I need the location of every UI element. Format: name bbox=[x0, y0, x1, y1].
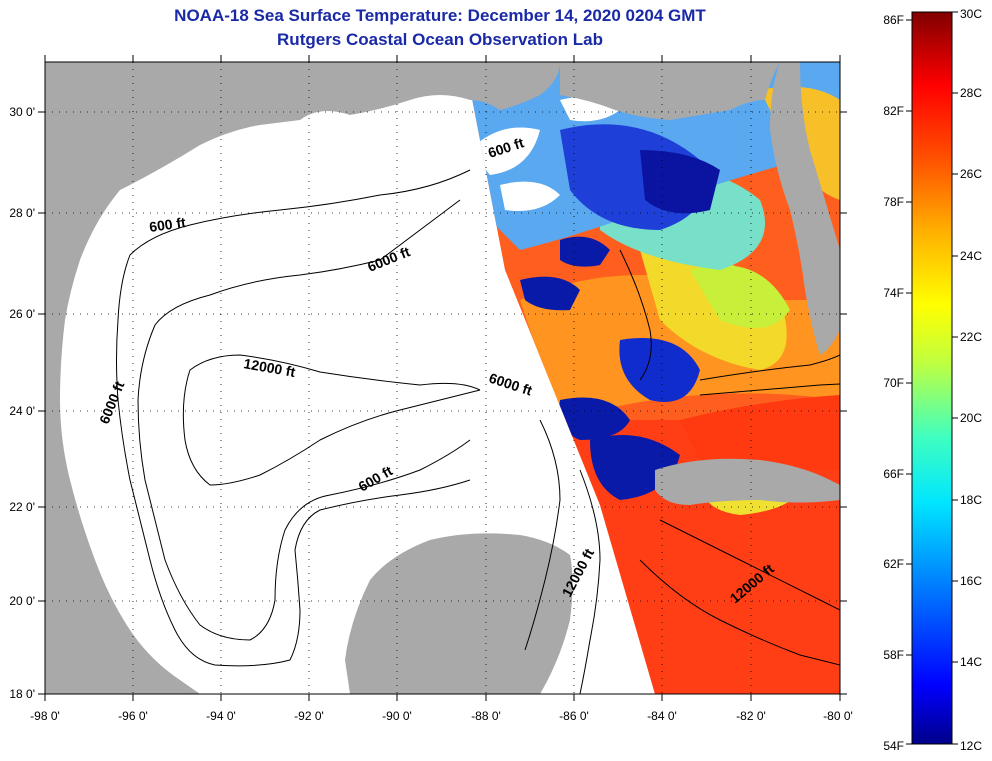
lon-label: -86 0' bbox=[559, 709, 589, 723]
lon-label: -82 0' bbox=[736, 709, 766, 723]
cb-f-label: 78F bbox=[883, 195, 904, 209]
lon-label: -84 0' bbox=[647, 709, 677, 723]
land-cuba bbox=[655, 458, 840, 505]
cb-c-label: 22C bbox=[960, 330, 982, 344]
cb-c-label: 18C bbox=[960, 493, 982, 507]
colorbar: 86F 82F 78F 74F 70F 66F 62F 58F 54F 30C … bbox=[883, 7, 982, 753]
grid bbox=[45, 62, 840, 694]
cb-f-label: 70F bbox=[883, 376, 904, 390]
cb-f-label: 82F bbox=[883, 104, 904, 118]
cb-c-label: 16C bbox=[960, 574, 982, 588]
lon-label: -98 0' bbox=[30, 709, 60, 723]
cb-c-label: 28C bbox=[960, 86, 982, 100]
cb-c-label: 24C bbox=[960, 249, 982, 263]
land-yucatan bbox=[345, 533, 573, 694]
land-florida-peninsula bbox=[770, 62, 840, 355]
map-subtitle: Rutgers Coastal Ocean Observation Lab bbox=[277, 30, 603, 49]
cb-c-label: 26C bbox=[960, 167, 982, 181]
cb-f-label: 58F bbox=[883, 648, 904, 662]
cb-c-label: 12C bbox=[960, 739, 982, 753]
colorbar-fahrenheit-labels: 86F 82F 78F 74F 70F 66F 62F 58F 54F bbox=[883, 13, 904, 753]
land-texas-mexico bbox=[45, 62, 470, 694]
lon-label: -80 0' bbox=[823, 709, 853, 723]
cb-f-label: 86F bbox=[883, 13, 904, 27]
longitude-labels: -98 0' -96 0' -94 0' -92 0' -90 0' -88 0… bbox=[30, 709, 853, 723]
land-louisiana bbox=[470, 62, 560, 110]
lon-label: -88 0' bbox=[471, 709, 501, 723]
axis-ticks bbox=[38, 55, 847, 701]
lon-label: -96 0' bbox=[118, 709, 148, 723]
lat-label: 24 0' bbox=[9, 404, 35, 418]
lat-label: 30 0' bbox=[9, 105, 35, 119]
lat-label: 22 0' bbox=[9, 500, 35, 514]
lon-label: -90 0' bbox=[382, 709, 412, 723]
bathymetry-contours bbox=[116, 169, 840, 694]
lat-label: 18 0' bbox=[9, 687, 35, 701]
colorbar-celsius-labels: 30C 28C 26C 24C 22C 20C 18C 16C 14C 12C bbox=[960, 7, 982, 753]
land bbox=[45, 62, 840, 694]
lon-label: -92 0' bbox=[294, 709, 324, 723]
lat-label: 20 0' bbox=[9, 594, 35, 608]
cb-c-label: 20C bbox=[960, 411, 982, 425]
lat-label: 26 0' bbox=[9, 307, 35, 321]
colorbar-gradient bbox=[911, 11, 953, 745]
land-florida-panhandle bbox=[560, 62, 780, 120]
lon-label: -94 0' bbox=[206, 709, 236, 723]
contour-label-600ft-west: 600 ft bbox=[148, 214, 187, 235]
lat-label: 28 0' bbox=[9, 206, 35, 220]
map-frame bbox=[44, 61, 841, 695]
cb-f-label: 66F bbox=[883, 467, 904, 481]
cb-f-label: 54F bbox=[883, 739, 904, 753]
cb-f-label: 74F bbox=[883, 286, 904, 300]
latitude-labels: 30 0' 28 0' 26 0' 24 0' 22 0' 20 0' 18 0… bbox=[9, 105, 35, 701]
cb-c-label: 30C bbox=[960, 7, 982, 21]
map-title: NOAA-18 Sea Surface Temperature: Decembe… bbox=[174, 6, 706, 25]
cb-f-label: 62F bbox=[883, 557, 904, 571]
cb-c-label: 14C bbox=[960, 655, 982, 669]
